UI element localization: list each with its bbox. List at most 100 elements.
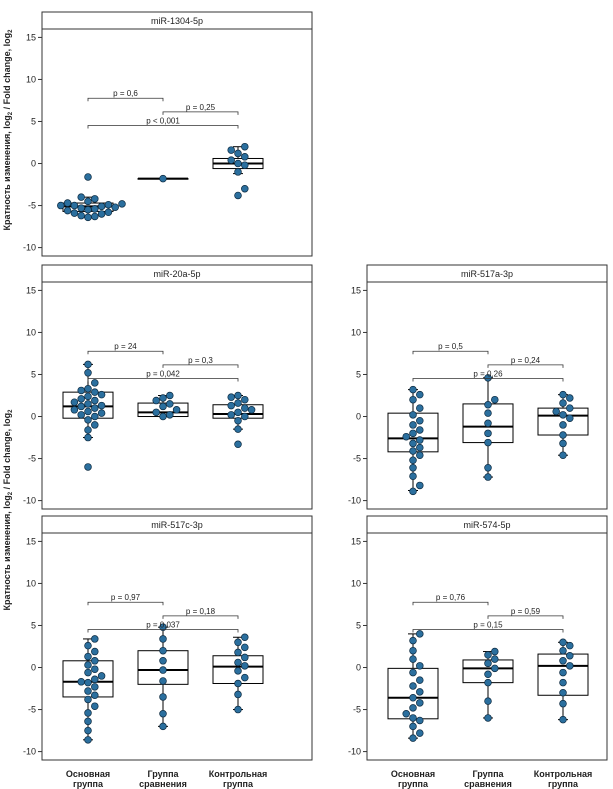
comparison-bracket [87, 125, 239, 129]
data-point [416, 662, 424, 670]
data-point [416, 451, 424, 459]
data-point [559, 431, 567, 439]
data-point [241, 643, 249, 652]
data-point [416, 630, 424, 638]
x-label-control-group-line1: Контрольная [209, 769, 268, 779]
data-point [484, 659, 492, 668]
y-axis-label-bottom: Кратность изменения, log2 / Fold change,… [2, 409, 14, 611]
data-point [409, 411, 417, 419]
data-point [559, 411, 567, 419]
data-point [159, 402, 167, 411]
data-point [234, 648, 242, 657]
data-point [159, 174, 167, 183]
data-point [227, 393, 235, 401]
data-point [84, 717, 92, 726]
data-point [484, 374, 492, 382]
data-point [241, 153, 249, 161]
x-label-control-group-line2: группа [223, 779, 254, 789]
data-point [84, 736, 92, 744]
y-tick-label: 0 [31, 159, 36, 169]
data-point [234, 658, 242, 667]
data-point [409, 464, 417, 472]
data-point [91, 635, 99, 643]
data-point [91, 675, 99, 684]
y-tick-label: -5 [28, 201, 36, 211]
y-tick-label: 15 [351, 285, 361, 295]
data-point [91, 195, 99, 203]
data-point [84, 433, 92, 442]
data-point [97, 409, 106, 417]
panel-miR-20a-5p: miR-20a-5p -10 -5 0 5 10 15 p = 24 p = 0,3 p = 0,… [23, 264, 313, 510]
panels: miR-1304-5p -10 -5 0 5 10 15 p = 0,6 p = 0,25 p <… [23, 11, 608, 761]
data-point [484, 697, 492, 705]
panel-miR-517c-3p: miR-517c-3p -10 -5 0 5 10 15 p = 0,97 p = 0,18 p … [23, 515, 313, 761]
data-point [84, 416, 92, 424]
data-point [416, 699, 424, 707]
y-tick-label: 10 [26, 327, 36, 337]
data-point [416, 416, 424, 425]
panel-title: miR-20a-5p [153, 269, 200, 279]
comparison-bracket [412, 601, 489, 606]
data-point [559, 715, 567, 724]
p-value-label: p = 0,76 [436, 593, 466, 602]
data-point [416, 716, 424, 725]
x-labels-left: Основная группа Группа сравнения Контрол… [66, 769, 267, 789]
data-point [409, 487, 417, 496]
data-point [484, 473, 492, 481]
data-point [84, 695, 92, 704]
data-point [97, 672, 106, 680]
data-point [84, 668, 92, 677]
panel-title: miR-517a-3p [461, 269, 513, 279]
p-value-label: p = 0,25 [186, 103, 216, 112]
data-point [559, 688, 567, 697]
data-point [84, 369, 92, 377]
data-point [241, 161, 249, 169]
y-tick-label: 5 [31, 116, 36, 126]
y-tick-label: 15 [26, 285, 36, 295]
comparison-bracket [487, 364, 564, 368]
y-tick-label: -5 [28, 454, 36, 464]
data-point [566, 394, 574, 402]
data-point [234, 416, 242, 425]
data-point [559, 439, 567, 448]
data-point [91, 412, 99, 421]
comparison-bracket [412, 629, 564, 633]
data-point [559, 646, 567, 655]
data-point [70, 209, 79, 217]
data-point [159, 635, 167, 643]
data-point [416, 481, 424, 490]
data-point [63, 199, 72, 207]
data-point [234, 440, 242, 449]
data-point [84, 652, 92, 661]
panel-frame [41, 264, 313, 510]
data-point [97, 390, 106, 399]
data-point [484, 409, 492, 417]
data-point [84, 392, 92, 401]
y-tick-label: 15 [26, 536, 36, 546]
comparison-bracket [412, 350, 489, 355]
data-point [91, 647, 99, 656]
data-point [409, 722, 417, 731]
y-tick-label: 10 [26, 578, 36, 588]
data-point [84, 197, 92, 206]
y-tick-label: -5 [353, 705, 361, 715]
data-point [91, 691, 99, 700]
panel-frame [41, 515, 313, 761]
data-point [409, 714, 417, 722]
data-point [84, 360, 92, 369]
y-tick-label: -10 [23, 243, 36, 253]
panel-title: miR-574-5p [463, 520, 510, 530]
data-point [84, 400, 92, 408]
data-point [91, 205, 99, 213]
data-point [227, 401, 235, 410]
y-tick-label: -10 [23, 496, 36, 506]
data-point [159, 677, 167, 685]
p-value-label: p = 0,037 [146, 620, 180, 629]
data-point [566, 662, 574, 670]
data-point [491, 655, 499, 663]
x-label-main-group-line2: группа [398, 779, 429, 789]
data-point [484, 419, 492, 427]
comparison-bracket [162, 111, 239, 115]
data-point [409, 395, 417, 404]
x-label-comparison-group-line2: сравнения [464, 779, 512, 789]
